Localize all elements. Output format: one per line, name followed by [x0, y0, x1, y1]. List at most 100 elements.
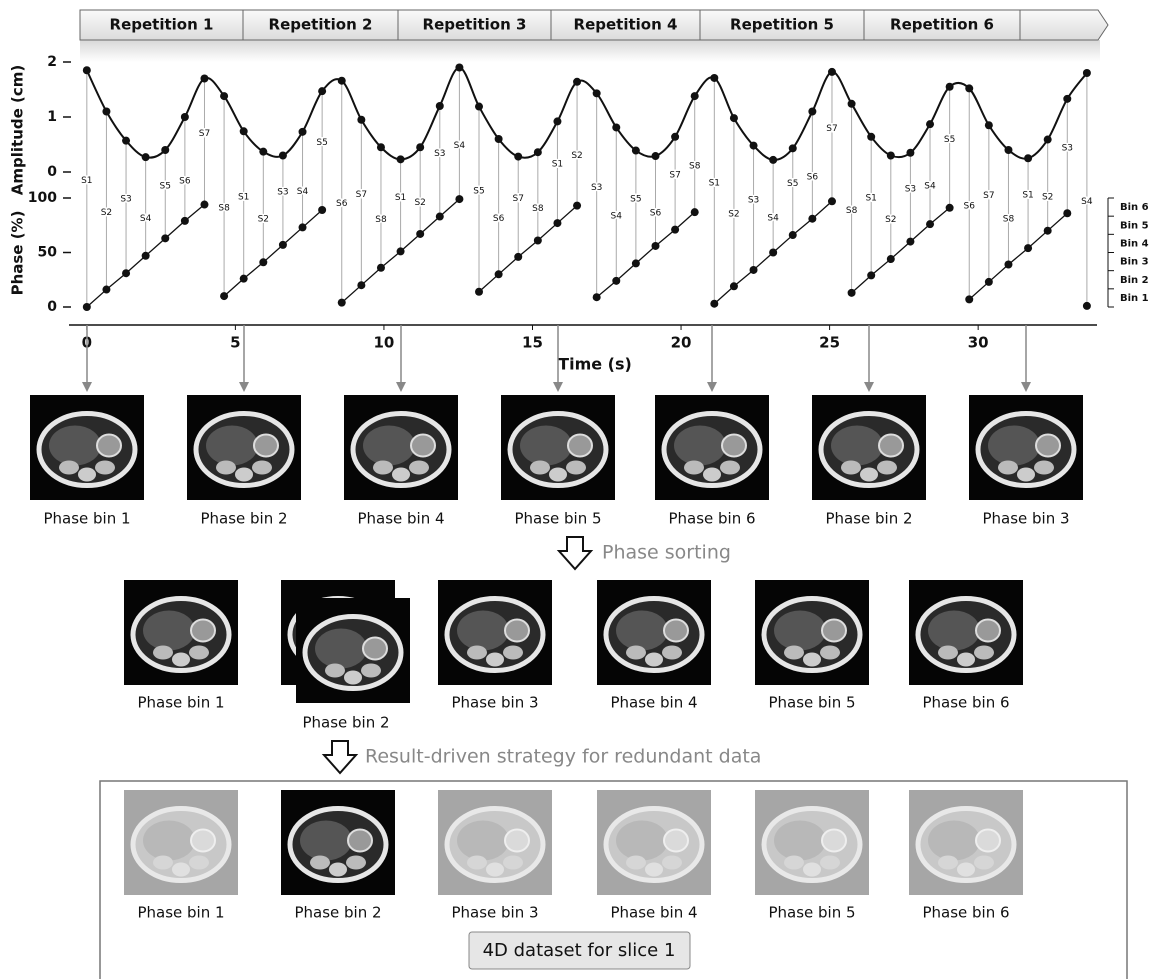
phase-point [220, 292, 228, 300]
y-tick-label: 1 [47, 109, 57, 125]
x-tick-label: 5 [230, 334, 240, 352]
result-button-label: 4D dataset for slice 1 [483, 940, 676, 961]
lung [566, 461, 586, 475]
phase-point [161, 234, 169, 242]
sample-label: S1 [865, 194, 876, 204]
liver [774, 611, 826, 651]
amplitude-point [1044, 136, 1052, 144]
organ [348, 830, 372, 852]
phase-point [240, 275, 248, 283]
mri-image [438, 580, 552, 685]
x-tick-label: 15 [522, 334, 543, 352]
repetition-label: Repetition 5 [730, 16, 834, 34]
amplitude-point [926, 120, 934, 128]
amplitude-point [377, 143, 385, 151]
sample-label: S5 [160, 182, 171, 192]
phase-point [946, 204, 954, 212]
sample-label: S7 [513, 194, 524, 204]
amplitude-point [200, 75, 208, 83]
sample-label: S6 [336, 199, 348, 209]
liver [616, 821, 668, 861]
liver [928, 611, 980, 651]
phase-point [200, 201, 208, 209]
mri-image [969, 395, 1083, 500]
image-label: Phase bin 2 [200, 510, 287, 528]
mri-image [124, 580, 238, 685]
lung [530, 461, 550, 475]
lung [252, 461, 272, 475]
mri-image [812, 395, 926, 500]
lung [662, 856, 682, 870]
organ [97, 435, 121, 457]
amplitude-point [475, 103, 483, 111]
sample-label: S8 [218, 204, 230, 214]
lung [153, 856, 173, 870]
lung [820, 646, 840, 660]
mri-image [438, 790, 552, 895]
lung [467, 646, 487, 660]
x-tick-label: 20 [671, 334, 692, 352]
lung [189, 646, 209, 660]
amplitude-point [299, 128, 307, 136]
sample-label: S1 [81, 176, 92, 186]
amplitude-point [357, 116, 365, 124]
image-label: Phase bin 3 [451, 904, 538, 922]
phase-point [83, 303, 91, 311]
liver [616, 611, 668, 651]
sample-label: S7 [356, 190, 367, 200]
amplitude-point [181, 113, 189, 121]
y2-tick-label: 0 [47, 299, 57, 315]
lung [153, 646, 173, 660]
amplitude-point [651, 152, 659, 160]
phase-point [357, 281, 365, 289]
sample-label: S4 [140, 214, 152, 224]
amplitude-point [161, 146, 169, 154]
mri-image [30, 395, 144, 500]
figure: Amplitude (cm) Phase (%) Time (s) Phase … [0, 0, 1152, 979]
lung [626, 646, 646, 660]
phase-point [651, 242, 659, 250]
amplitude-point [671, 133, 679, 141]
lung [59, 461, 79, 475]
y2-tick-label: 50 [38, 245, 58, 261]
sample-label: S3 [434, 149, 445, 159]
liver [315, 629, 367, 669]
liver [520, 426, 572, 466]
down-arrow [324, 741, 356, 773]
amplitude-curve [87, 67, 1087, 159]
sample-label: S8 [1003, 215, 1015, 225]
amplitude-point [534, 148, 542, 156]
amplitude-point [848, 100, 856, 108]
amplitude-point [397, 155, 405, 163]
phase-point [1063, 209, 1071, 217]
spine [803, 863, 821, 877]
spine [645, 653, 663, 667]
liver [831, 426, 883, 466]
sample-label: S1 [709, 178, 720, 188]
organ [664, 620, 688, 642]
spine [645, 863, 663, 877]
spine [803, 653, 821, 667]
image-label: Phase bin 6 [922, 694, 1009, 712]
sample-label: S6 [650, 209, 662, 219]
lung [998, 461, 1018, 475]
sample-label: S2 [258, 214, 269, 224]
amplitude-point [514, 153, 522, 161]
image-label: Phase bin 2 [302, 714, 389, 732]
sample-label: S7 [826, 124, 837, 134]
arrow-head [864, 382, 874, 392]
image-label: Phase bin 5 [514, 510, 601, 528]
arrow-head [82, 382, 92, 392]
sample-label: S2 [101, 208, 112, 218]
mri-image [501, 395, 615, 500]
spine [486, 863, 504, 877]
sample-label: S5 [316, 138, 327, 148]
organ [822, 830, 846, 852]
phase-point [965, 295, 973, 303]
repetition-label: Repetition 1 [110, 16, 214, 34]
repetition-label: Repetition 6 [890, 16, 994, 34]
amplitude-point [769, 156, 777, 164]
phase-point [299, 223, 307, 231]
x-tick-label: 25 [819, 334, 840, 352]
mri-image [597, 580, 711, 685]
